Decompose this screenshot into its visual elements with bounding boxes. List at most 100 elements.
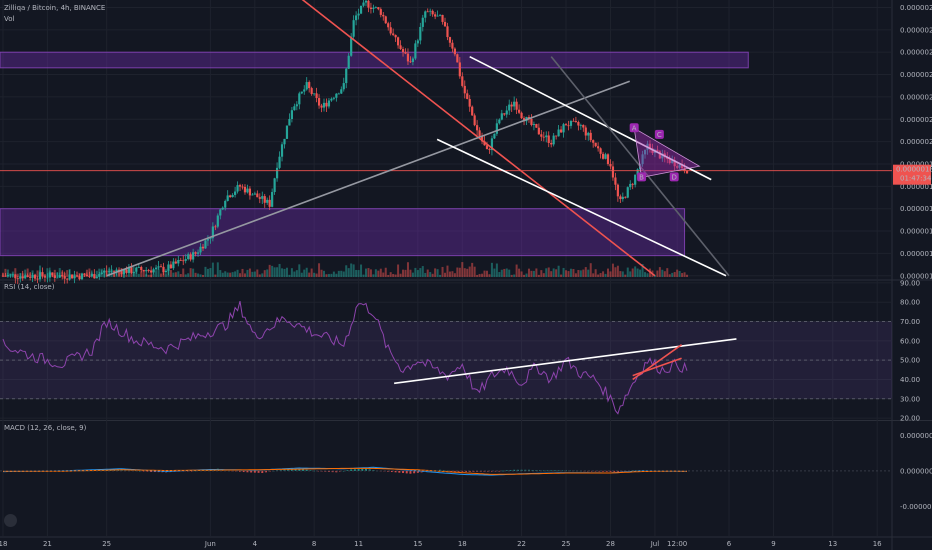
macd-tick-label: 0.00000000 [900, 467, 932, 475]
candle-body [285, 125, 289, 139]
macd-histogram-bar [364, 468, 367, 471]
x-tick-label: 25 [102, 540, 111, 548]
pattern-point-label: D [671, 174, 676, 182]
candle-body [443, 21, 447, 27]
pattern-point-label: A [632, 124, 637, 132]
macd-histogram-bar [150, 470, 153, 472]
macd-histogram-bar [261, 470, 264, 474]
volume-bar [636, 268, 639, 277]
macd-histogram-bar [327, 470, 330, 472]
volume-bar [1, 273, 4, 277]
price-tick-label: 0.00000240 [900, 49, 932, 57]
macd-histogram-bar [309, 470, 312, 471]
volume-bar [303, 269, 306, 277]
candle-body [468, 98, 471, 107]
candle-body [246, 188, 249, 193]
volume-bar [515, 264, 518, 277]
candle-body [152, 269, 155, 273]
candle-body [458, 62, 461, 77]
volume-bar [631, 268, 634, 277]
candle-body [597, 146, 600, 149]
candle-body [78, 275, 81, 280]
x-tick-label: Jul [650, 540, 660, 548]
volume-bar [29, 273, 32, 277]
volume-bar [14, 268, 17, 277]
volume-bar [409, 269, 412, 277]
volume-bar [634, 266, 637, 277]
macd-histogram-bar [287, 469, 290, 471]
volume-bar [535, 268, 538, 277]
macd-histogram-bar [457, 470, 460, 472]
volume-bar [337, 270, 340, 277]
candle-body [547, 135, 550, 143]
volume-bar [169, 270, 172, 277]
volume-bar [374, 269, 377, 277]
candle-body [562, 124, 565, 133]
price-trendline [469, 55, 712, 181]
volume-bar [505, 268, 508, 277]
volume-bar [671, 272, 674, 277]
macd-histogram-bar [598, 470, 601, 472]
candle-body [209, 238, 212, 240]
volume-bar [525, 273, 528, 277]
tradingview-logo-icon[interactable] [4, 514, 17, 527]
candle-body [503, 113, 506, 115]
candle-body [355, 15, 358, 21]
macd-histogram-bar [468, 470, 471, 472]
harmonic-pattern: A B C D [629, 123, 701, 182]
volume-bar [523, 274, 526, 277]
volume-bar [315, 273, 318, 277]
volume-bar [120, 268, 123, 277]
volume-bar [11, 271, 14, 277]
volume-bar [545, 268, 548, 277]
price-badge-box [893, 164, 931, 185]
supply-demand-zone [0, 208, 686, 257]
price-zones [0, 51, 749, 257]
volume-bar [298, 264, 301, 277]
candle-body [399, 45, 402, 50]
candle-body [685, 170, 689, 174]
candle-body [253, 193, 256, 195]
volume-bar [350, 263, 353, 277]
candle-body [189, 254, 192, 260]
volume-bars [1, 262, 689, 277]
volume-bar [31, 270, 34, 277]
volume-bar [263, 270, 266, 277]
candle-body [187, 254, 190, 260]
candle-body [564, 124, 568, 126]
candle-body [308, 82, 311, 89]
volume-bar [310, 268, 313, 277]
macd-series [0, 466, 892, 476]
candle-body [574, 121, 577, 123]
volume-bar [446, 265, 449, 277]
volume-bar [145, 274, 148, 277]
candle-body [673, 160, 676, 167]
volume-bar [399, 273, 402, 277]
volume-bar [271, 265, 274, 277]
volume-bar [567, 271, 570, 277]
volume-bar [574, 273, 577, 277]
volume-bar [384, 267, 387, 277]
volume-bar [520, 271, 523, 277]
candle-body [424, 11, 427, 18]
candle-body [261, 196, 264, 199]
candle-body [56, 277, 59, 279]
candle-body [604, 154, 607, 159]
volume-bar [352, 264, 355, 277]
candle-body [476, 125, 479, 131]
candle-body [656, 149, 659, 152]
volume-bar [466, 268, 469, 277]
macd-histogram-bar [446, 470, 449, 472]
volume-bar [478, 273, 481, 277]
candle-body [530, 118, 533, 125]
volume-bar [656, 270, 659, 277]
volume-bar [276, 267, 279, 277]
candle-body [66, 278, 69, 280]
candle-body [611, 166, 615, 178]
volume-bar [295, 270, 298, 277]
macd-histogram-bar [513, 469, 516, 471]
candle-body [426, 11, 429, 13]
rsi-band [0, 321, 892, 400]
candle-body [280, 144, 284, 157]
